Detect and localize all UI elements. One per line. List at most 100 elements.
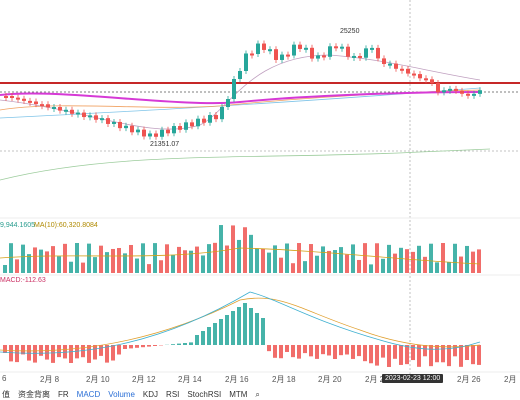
macd-bar	[141, 345, 145, 348]
candle-body	[124, 125, 128, 129]
volume-bar	[105, 252, 109, 273]
macd-bar	[237, 307, 241, 345]
candle-body	[88, 115, 92, 118]
volume-bar	[237, 239, 241, 273]
macd-bar	[75, 345, 79, 359]
x-label: 2月 14	[178, 375, 202, 384]
candle-body	[436, 83, 440, 93]
candle-body	[430, 79, 434, 84]
volume-bar	[297, 243, 301, 273]
candle-body	[334, 46, 338, 49]
volume-bar	[417, 245, 421, 273]
candle-body	[130, 125, 134, 133]
macd-bar	[267, 345, 271, 352]
macd-bar	[339, 345, 343, 356]
macd-bar	[231, 311, 235, 345]
candle-body	[418, 74, 422, 79]
macd-bar	[195, 335, 199, 345]
candle-body	[262, 43, 266, 50]
macd-bar	[225, 315, 229, 345]
tab-fr[interactable]: FR	[58, 390, 69, 399]
x-label: 2月 12	[132, 375, 156, 384]
candle-body	[40, 104, 44, 107]
candle-body	[214, 115, 218, 120]
volume-bar	[33, 247, 37, 273]
candle-body	[478, 90, 482, 94]
candle-body	[46, 104, 50, 108]
macd-bar	[129, 345, 133, 349]
volume-bar	[201, 255, 205, 273]
volume-bar	[387, 244, 391, 273]
x-label: 2月 2	[365, 375, 385, 384]
tab-kdj[interactable]: KDJ	[142, 390, 159, 399]
macd-bar	[51, 345, 55, 363]
candle-body	[154, 133, 158, 137]
candle-body	[112, 121, 116, 124]
tab-indicator[interactable]: 资金背离	[18, 390, 50, 399]
volume-bar	[207, 244, 211, 273]
candle-body	[64, 109, 68, 112]
candle-body	[256, 43, 260, 55]
volume-bar	[63, 243, 67, 273]
volume-bar	[339, 247, 343, 273]
volume-bar	[75, 243, 79, 273]
search-icon[interactable]: ⌕	[255, 389, 260, 399]
macd-bar	[9, 345, 13, 362]
volume-bar	[87, 243, 91, 273]
macd-bar	[285, 345, 289, 352]
volume-bar	[303, 261, 307, 273]
candle-body	[286, 54, 290, 57]
volume-bar	[405, 249, 409, 273]
macd-bar	[33, 345, 37, 363]
tab-indicator[interactable]: 值	[2, 390, 10, 399]
candle-body	[52, 107, 56, 110]
tab-volume[interactable]: Volume	[108, 390, 135, 399]
volume-bar	[81, 262, 85, 273]
candle-body	[388, 63, 392, 66]
crosshair-time-label: 2023-02-23 12:00	[382, 374, 444, 383]
volume-bar	[441, 243, 445, 273]
volume-bar	[225, 245, 229, 273]
macd-bar	[45, 345, 49, 360]
volume-bar	[477, 249, 481, 273]
macd-bar	[435, 345, 439, 363]
tab-rsi[interactable]: RSI	[166, 390, 180, 399]
macd-bar	[291, 345, 295, 358]
volume-bar	[69, 261, 73, 273]
tab-macd[interactable]: MACD	[76, 390, 101, 399]
candle-body	[28, 100, 32, 103]
macd-bar	[135, 345, 139, 348]
macd-bar	[375, 345, 379, 366]
volume-bar	[429, 243, 433, 273]
volume-bar	[435, 262, 439, 273]
macd-bar	[441, 345, 445, 363]
volume-bar	[9, 243, 13, 273]
candle-body	[466, 93, 470, 96]
candle-body	[202, 118, 206, 123]
candle-body	[352, 55, 356, 58]
candle-body	[394, 63, 398, 69]
macd-bar	[99, 345, 103, 356]
macd-bar	[279, 345, 283, 359]
macd-bar	[399, 345, 403, 365]
volume-bar	[159, 260, 163, 273]
macd-legend: MACD:-112.63	[0, 277, 46, 284]
macd-bar	[477, 345, 481, 365]
volume-bar	[321, 246, 325, 273]
candle-body	[454, 88, 458, 91]
volume-bar	[333, 250, 337, 273]
candle-body	[442, 90, 446, 93]
tab-mtm[interactable]: MTM	[229, 390, 248, 399]
x-label: 2月 8	[40, 375, 60, 384]
tab-stochrsi[interactable]: StochRSI	[187, 390, 222, 399]
macd-bar	[387, 345, 391, 367]
macd-bar	[333, 345, 337, 359]
candle-body	[142, 129, 146, 137]
candle-body	[238, 70, 242, 80]
candle-body	[274, 49, 278, 60]
volume-bar	[471, 251, 475, 273]
candle-body	[106, 118, 110, 124]
macd-bar	[345, 345, 349, 355]
macd-bar	[63, 345, 67, 359]
